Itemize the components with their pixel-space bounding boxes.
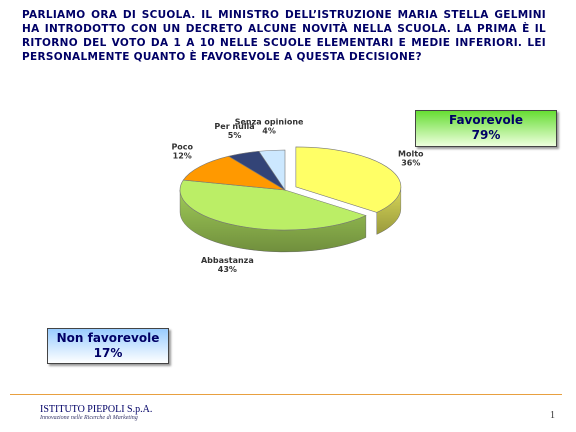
question-title: PARLIAMO ORA DI SCUOLA. IL MINISTRO DELL… <box>22 9 546 63</box>
company-tagline: Innovazione nelle Ricerche di Marketing <box>40 415 138 421</box>
slice <box>295 146 402 213</box>
slice-value-label: 36% <box>401 159 420 168</box>
favorable-box: Favorevole 79% <box>415 110 557 147</box>
unfavorable-box: Non favorevole 17% <box>47 328 169 364</box>
slice <box>179 179 367 231</box>
box-label: Favorevole <box>448 113 524 127</box>
slice-side-shade <box>180 190 366 253</box>
footer-line <box>10 394 562 395</box>
slice-value-label: 4% <box>262 126 276 135</box>
box-value: 79% <box>471 128 501 142</box>
slice-value-label: 12% <box>173 152 192 161</box>
slice-label: Molto <box>398 150 424 159</box>
slice-side-shade <box>376 186 401 235</box>
page-number: 1 <box>550 410 555 421</box>
slice-label: Senza opinione <box>235 117 304 126</box>
logo: ISTITUTO PIEPOLI S.p.A. Innovazione nell… <box>40 404 152 421</box>
box-label: Non favorevole <box>56 331 160 345</box>
slice-label: Poco <box>171 143 193 152</box>
slice-label: Abbastanza <box>201 256 254 265</box>
slice <box>182 155 286 191</box>
slice-value-label: 5% <box>228 131 242 140</box>
slice-label: Per nulla <box>214 122 254 131</box>
slice <box>258 149 286 191</box>
slice-value-label: 43% <box>218 265 237 274</box>
box-value: 17% <box>93 346 123 360</box>
company-name: ISTITUTO PIEPOLI S.p.A. <box>40 404 153 415</box>
